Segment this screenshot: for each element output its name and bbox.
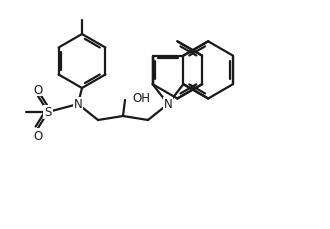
Text: N: N — [164, 98, 172, 111]
Text: N: N — [74, 98, 82, 111]
Text: OH: OH — [132, 92, 150, 105]
Text: S: S — [44, 106, 52, 119]
Text: O: O — [33, 83, 43, 96]
Text: O: O — [33, 129, 43, 142]
